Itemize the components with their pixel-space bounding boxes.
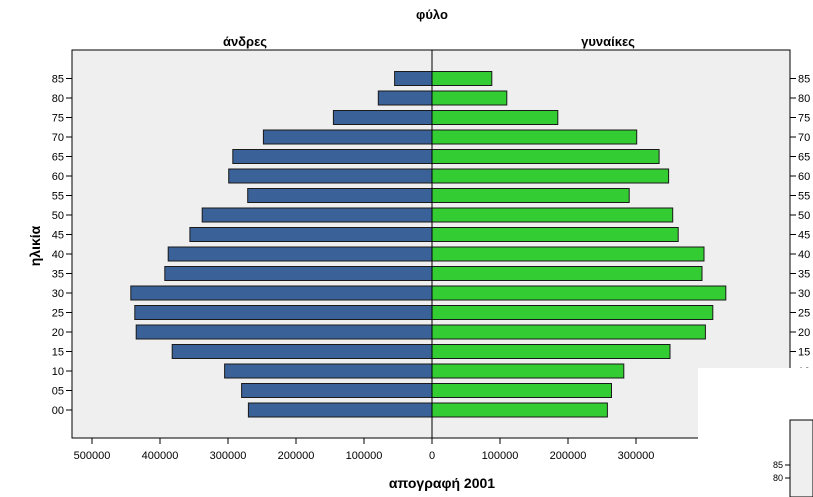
bar-women-10 bbox=[431, 363, 625, 379]
bar-men-40 bbox=[167, 246, 433, 262]
bar-women-15 bbox=[431, 344, 671, 359]
bar-women-45 bbox=[431, 227, 679, 242]
y-tick-label-left: 15 bbox=[52, 347, 64, 359]
x-tick-label: 500000 bbox=[74, 450, 111, 462]
plot-area-men bbox=[71, 49, 433, 439]
x-tick-label: 100000 bbox=[346, 450, 383, 462]
x-tick-label: 300000 bbox=[618, 450, 655, 462]
y-tick-label-right: 75 bbox=[798, 113, 810, 125]
bars-women bbox=[431, 50, 727, 438]
y-tick-label-left: 80 bbox=[52, 93, 64, 105]
y-tick-label-left: 45 bbox=[52, 230, 64, 242]
x-axis: 500000 400000 300000 200000 100000 0 100000 200… bbox=[74, 438, 710, 462]
bar-men-25 bbox=[134, 305, 433, 320]
bar-women-30 bbox=[431, 285, 727, 301]
y-tick-label-right: 40 bbox=[798, 249, 810, 261]
x-tick-label: 200000 bbox=[550, 450, 587, 462]
bar-women-75 bbox=[431, 110, 559, 125]
y-tick-label-right: 60 bbox=[798, 171, 810, 183]
bar-women-00 bbox=[431, 402, 608, 418]
bar-women-05 bbox=[431, 383, 612, 398]
y-tick-label-right: 45 bbox=[798, 230, 810, 242]
y-tick-label-right: 70 bbox=[798, 132, 810, 144]
y-axis-label: ηλικία bbox=[27, 225, 43, 266]
y-tick-label-right: 80 bbox=[798, 93, 810, 105]
bar-men-20 bbox=[135, 324, 433, 340]
x-axis-label: απογραφή 2001 bbox=[389, 475, 495, 491]
inset-tick-label: 80 bbox=[773, 473, 783, 483]
y-tick-label-right: 25 bbox=[798, 308, 810, 320]
x-tick-label: 0 bbox=[429, 450, 435, 462]
y-tick-label-left: 75 bbox=[52, 113, 64, 125]
y-tick-label-left: 50 bbox=[52, 210, 64, 222]
bar-men-15 bbox=[171, 344, 433, 359]
y-tick-label-right: 50 bbox=[798, 210, 810, 222]
bar-men-05 bbox=[241, 383, 433, 398]
bar-women-60 bbox=[431, 168, 670, 184]
y-tick-label-right: 15 bbox=[798, 347, 810, 359]
inset-frame bbox=[789, 419, 813, 497]
bar-men-00 bbox=[247, 402, 433, 418]
y-tick-label-left: 35 bbox=[52, 269, 64, 281]
y-tick-label-left: 00 bbox=[52, 405, 64, 417]
bar-women-70 bbox=[431, 129, 638, 145]
y-tick-label-left: 10 bbox=[52, 366, 64, 378]
bar-men-55 bbox=[247, 188, 433, 203]
bar-men-45 bbox=[189, 227, 433, 242]
x-tick-label: 400000 bbox=[142, 450, 179, 462]
bar-women-40 bbox=[431, 246, 705, 262]
y-axis-left: 00 05 10 15 20 25 30 35 40 45 50 55 60 65 70 75 80 85 bbox=[52, 74, 72, 417]
bar-women-55 bbox=[431, 188, 630, 203]
bar-men-75 bbox=[332, 110, 433, 125]
bar-women-25 bbox=[431, 305, 714, 320]
y-tick-label-right: 35 bbox=[798, 269, 810, 281]
bar-men-80 bbox=[377, 90, 433, 106]
bar-men-10 bbox=[224, 363, 433, 379]
y-tick-label-left: 55 bbox=[52, 191, 64, 203]
y-tick-label-left: 40 bbox=[52, 249, 64, 261]
y-tick-label-left: 70 bbox=[52, 132, 64, 144]
bar-women-50 bbox=[431, 207, 674, 223]
chart-title: φύλο bbox=[416, 7, 448, 22]
y-tick-label-left: 85 bbox=[52, 74, 64, 86]
bar-men-30 bbox=[130, 285, 433, 301]
bar-women-85 bbox=[431, 71, 493, 86]
y-tick-label-right: 85 bbox=[798, 74, 810, 86]
y-tick-label-right: 20 bbox=[798, 327, 810, 339]
y-tick-label-left: 60 bbox=[52, 171, 64, 183]
bar-men-60 bbox=[228, 168, 433, 184]
y-tick-label-right: 30 bbox=[798, 288, 810, 300]
panel-label-women: γυναίκες bbox=[581, 34, 635, 49]
x-tick-label: 200000 bbox=[278, 450, 315, 462]
inset-tick-label: 85 bbox=[773, 460, 783, 470]
y-tick-label-right: 65 bbox=[798, 152, 810, 164]
bar-men-85 bbox=[394, 71, 433, 86]
bar-men-35 bbox=[164, 266, 433, 281]
panel-label-men: άνδρες bbox=[223, 34, 267, 49]
bar-men-50 bbox=[201, 207, 433, 223]
bar-women-65 bbox=[431, 149, 660, 164]
y-tick-label-left: 05 bbox=[52, 386, 64, 398]
bar-women-35 bbox=[431, 266, 703, 281]
bar-women-20 bbox=[431, 324, 706, 340]
y-tick-label-left: 25 bbox=[52, 308, 64, 320]
y-tick-label-left: 65 bbox=[52, 152, 64, 164]
x-tick-label: 100000 bbox=[482, 450, 519, 462]
bar-women-80 bbox=[431, 90, 508, 106]
bars-men bbox=[130, 71, 433, 418]
bar-men-70 bbox=[262, 129, 433, 145]
x-tick-label: 300000 bbox=[210, 450, 247, 462]
y-tick-label-right: 55 bbox=[798, 191, 810, 203]
y-tick-label-left: 30 bbox=[52, 288, 64, 300]
bar-men-65 bbox=[232, 149, 433, 164]
y-tick-label-left: 20 bbox=[52, 327, 64, 339]
